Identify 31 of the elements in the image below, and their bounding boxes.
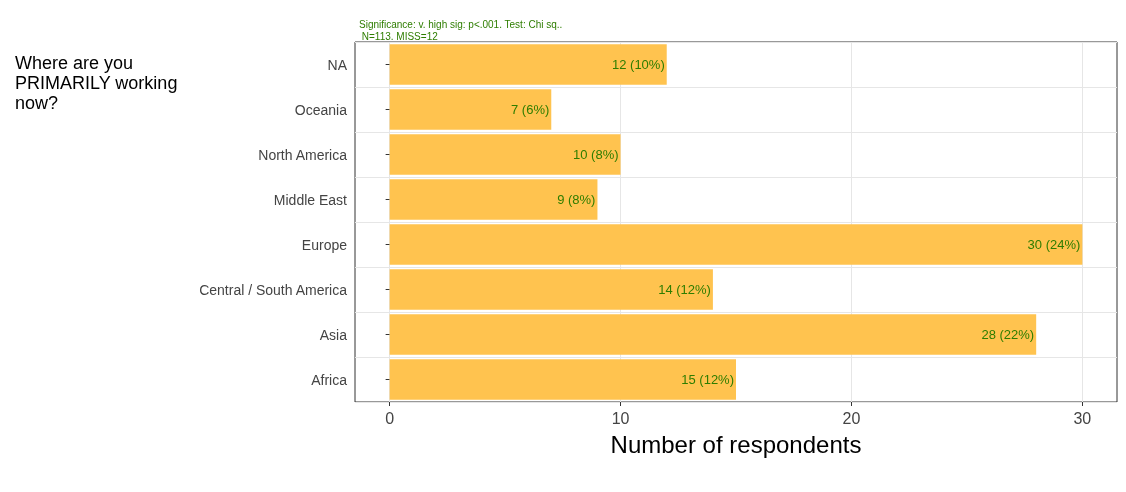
data-label: 30 (24%) bbox=[1027, 237, 1081, 252]
y-tick-label: NA bbox=[327, 56, 348, 73]
x-tick-label: 10 bbox=[611, 409, 630, 427]
y-tick-label: Oceania bbox=[294, 101, 348, 118]
x-axis-title: Number of respondents bbox=[610, 431, 862, 459]
data-label: 9 (8%) bbox=[557, 192, 596, 207]
bar bbox=[389, 224, 1083, 265]
data-label: 28 (22%) bbox=[981, 327, 1035, 342]
x-tick-label: 0 bbox=[385, 409, 395, 427]
x-tick-label: 30 bbox=[1073, 409, 1092, 427]
bar bbox=[389, 44, 667, 85]
bar bbox=[389, 269, 713, 310]
x-tick-label: 20 bbox=[842, 409, 861, 427]
data-label: 12 (10%) bbox=[611, 57, 665, 72]
y-tick-label: Middle East bbox=[273, 191, 348, 208]
bar bbox=[389, 134, 621, 175]
y-tick-label: Africa bbox=[311, 371, 348, 388]
bar bbox=[389, 89, 552, 130]
y-tick-label: Central / South America bbox=[199, 281, 348, 298]
text: Where are you PRIMARILY working now? bbox=[15, 53, 183, 113]
text: Significance: v. high sig: p<.001. Test: Chi sq.. N=113. MISS=12 bbox=[359, 18, 563, 42]
bar bbox=[389, 179, 598, 220]
data-label: 7 (6%) bbox=[510, 102, 550, 117]
y-tick-label: North America bbox=[258, 146, 348, 163]
data-label: 14 (12%) bbox=[658, 282, 711, 297]
bar bbox=[389, 359, 736, 400]
y-tick-label: Asia bbox=[319, 326, 348, 343]
y-tick-label: Europe bbox=[301, 236, 348, 253]
data-label: 15 (12%) bbox=[681, 372, 734, 387]
data-label: 10 (8%) bbox=[573, 147, 619, 162]
bar bbox=[389, 314, 1037, 355]
